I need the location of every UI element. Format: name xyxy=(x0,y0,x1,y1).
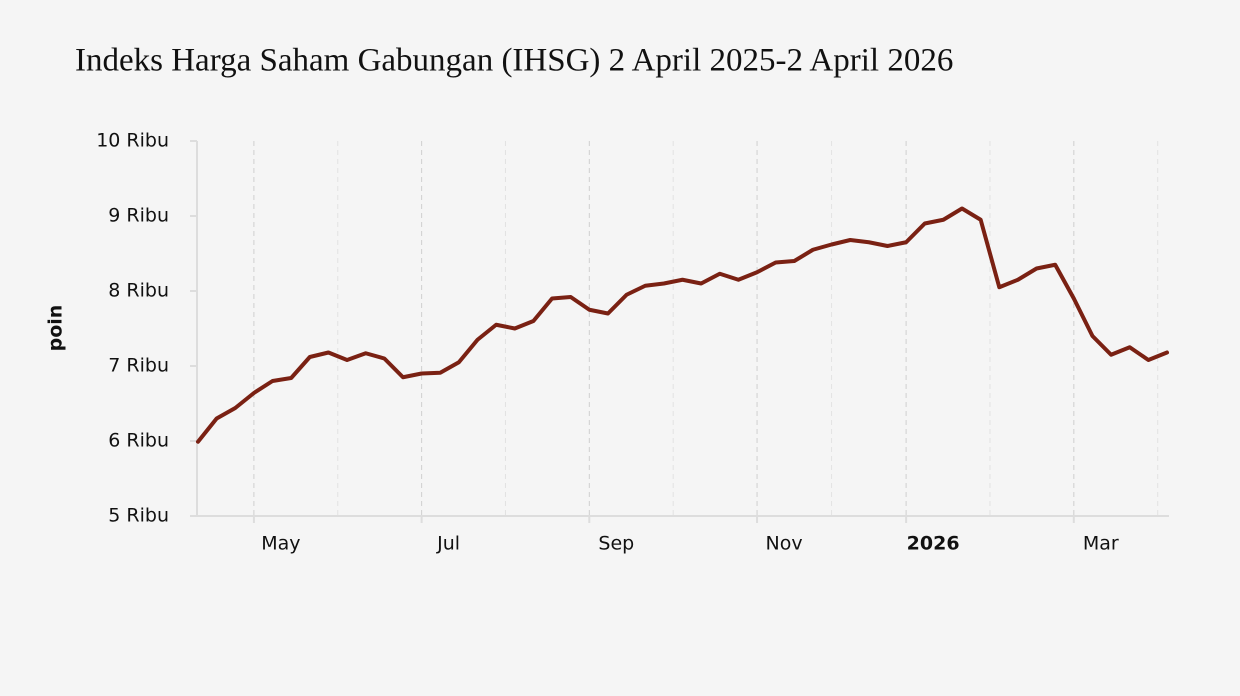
x-tick-label: 2026 xyxy=(907,533,960,555)
y-tick-label: 9 Ribu xyxy=(108,205,169,227)
y-tick-label: 10 Ribu xyxy=(96,130,169,152)
x-tick-label: Sep xyxy=(598,533,634,555)
y-tick-label: 7 Ribu xyxy=(108,355,169,377)
x-tick-label: Nov xyxy=(765,533,802,555)
x-tick-label: May xyxy=(261,533,300,555)
y-tick-label: 6 Ribu xyxy=(108,430,169,452)
data-line xyxy=(196,206,1169,444)
chart-title: Indeks Harga Saham Gabungan (IHSG) 2 Apr… xyxy=(75,43,953,79)
x-tick-label: Mar xyxy=(1083,533,1119,555)
y-tick-label: 8 Ribu xyxy=(108,280,169,302)
x-tick-label: Jul xyxy=(436,533,460,555)
y-axis-title: poin xyxy=(45,305,67,352)
y-tick-label: 5 Ribu xyxy=(108,505,169,527)
